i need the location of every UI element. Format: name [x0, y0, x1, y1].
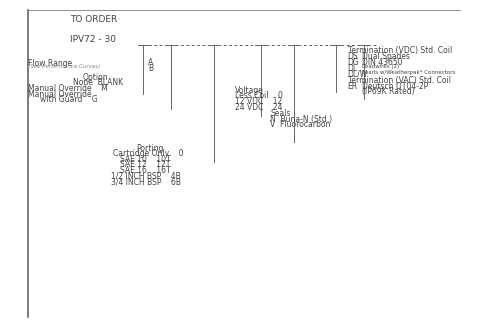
- Text: SAE 12    12T: SAE 12 12T: [120, 160, 170, 169]
- Text: N  Buna-N (Std.): N Buna-N (Std.): [270, 115, 332, 123]
- Text: DIN 43650: DIN 43650: [362, 58, 402, 67]
- Text: IPV72 - 30: IPV72 - 30: [70, 35, 117, 44]
- Text: A: A: [148, 58, 153, 67]
- Text: Leadwires (2): Leadwires (2): [362, 64, 399, 69]
- Text: Flow Range: Flow Range: [28, 59, 73, 68]
- Text: DL/W: DL/W: [348, 70, 368, 79]
- Text: DS: DS: [348, 52, 358, 61]
- Text: (See Performance Curves): (See Performance Curves): [28, 64, 100, 69]
- Text: Manual Override    M: Manual Override M: [28, 84, 108, 93]
- Text: Termination (VDC) Std. Coil: Termination (VDC) Std. Coil: [348, 46, 452, 55]
- Text: DL: DL: [348, 64, 358, 73]
- Text: Termination (VAC) Std. Coil: Termination (VAC) Std. Coil: [348, 76, 451, 85]
- Text: TO ORDER: TO ORDER: [70, 15, 118, 24]
- Text: 3/4 INCH BSP    6B: 3/4 INCH BSP 6B: [111, 177, 181, 186]
- Text: SAE 16    16T: SAE 16 16T: [120, 166, 171, 175]
- Text: (IP69K Rated): (IP69K Rated): [362, 87, 414, 96]
- Text: DG: DG: [348, 58, 359, 67]
- Text: Dual Spades: Dual Spades: [362, 52, 410, 61]
- Text: Option: Option: [82, 73, 108, 82]
- Text: SAE 10    10T: SAE 10 10T: [120, 155, 171, 164]
- Text: ER: ER: [348, 82, 358, 91]
- Text: B: B: [148, 64, 153, 73]
- Text: with Guard    G: with Guard G: [40, 95, 98, 104]
- Text: Cartridge Only    0: Cartridge Only 0: [113, 149, 183, 158]
- Text: Porting: Porting: [136, 144, 163, 152]
- Text: V  Fluorocarbon: V Fluorocarbon: [270, 120, 330, 129]
- Text: None  BLANK: None BLANK: [73, 78, 123, 87]
- Text: Manual Override: Manual Override: [28, 90, 92, 99]
- Text: Voltage: Voltage: [235, 86, 264, 95]
- Text: 24 VDC    24: 24 VDC 24: [235, 103, 282, 112]
- Text: Leads w/Weatherpak* Connectors: Leads w/Weatherpak* Connectors: [362, 70, 455, 75]
- Text: Less Coil    0: Less Coil 0: [235, 91, 283, 100]
- Text: 1/2 INCH BSP    4B: 1/2 INCH BSP 4B: [111, 172, 181, 181]
- Text: Seals: Seals: [270, 109, 291, 118]
- Text: 12 VDC    12: 12 VDC 12: [235, 97, 282, 106]
- Text: Deutsch DT04-2P: Deutsch DT04-2P: [362, 82, 428, 91]
